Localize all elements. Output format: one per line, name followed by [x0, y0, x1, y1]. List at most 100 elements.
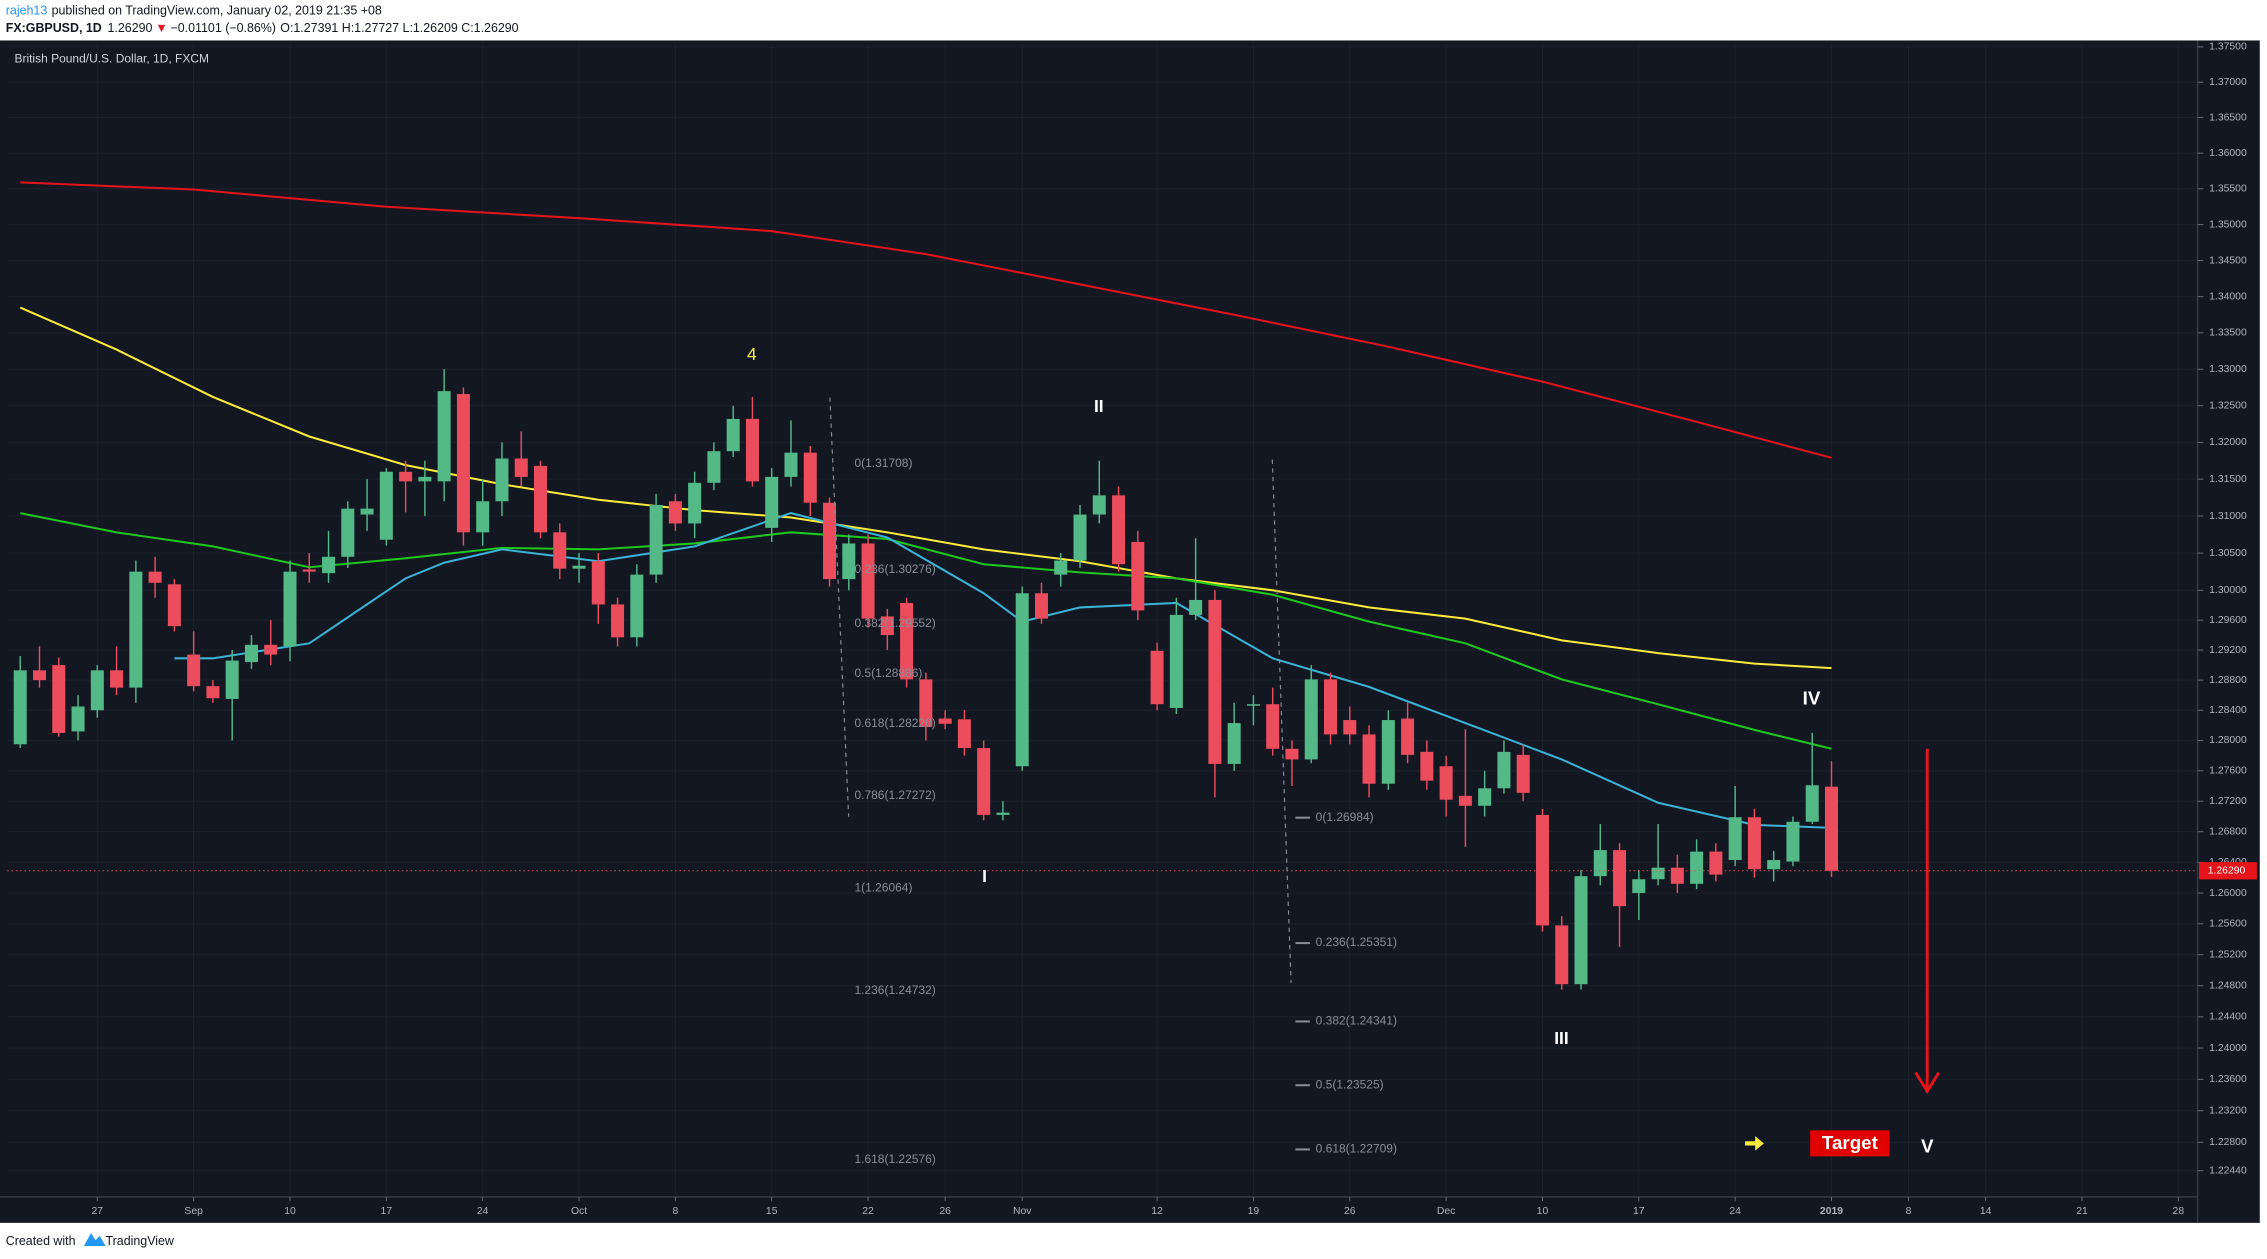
candle-body — [1285, 748, 1299, 760]
candle-body — [1574, 876, 1588, 985]
change-arrow: ▼ — [155, 21, 167, 35]
candle-body — [1439, 766, 1453, 800]
candle-body — [1208, 599, 1222, 764]
y-tick-label: 1.37000 — [2209, 77, 2247, 88]
candle-body — [1189, 599, 1203, 615]
candle-body — [649, 504, 663, 575]
candle-body — [861, 543, 875, 619]
candle-body — [1593, 850, 1607, 877]
y-tick-label: 1.30500 — [2209, 548, 2247, 559]
y-tick-label: 1.23600 — [2209, 1074, 2247, 1085]
last-price-tag — [2199, 862, 2257, 880]
candle-body — [514, 458, 528, 477]
fib-trend-line — [829, 397, 850, 817]
x-tick-label: 15 — [766, 1206, 778, 1217]
candle-body — [1497, 751, 1511, 789]
candle-body — [803, 452, 817, 503]
candle-body — [341, 508, 355, 557]
down-arrow-head — [1914, 1071, 1941, 1095]
fibonacci: 0(1.31708) 0.236(1.30276) 0.382(1.29552) 0.… — [854, 456, 1397, 1166]
candle-body — [996, 812, 1010, 815]
candle-body — [1324, 679, 1338, 735]
candle-body — [187, 654, 201, 687]
x-tick-label: 17 — [381, 1206, 393, 1217]
candle-body — [360, 508, 374, 515]
candle-body — [957, 719, 971, 749]
candle-body — [244, 644, 258, 663]
candle-body — [900, 602, 914, 680]
y-tick-label: 1.34500 — [2209, 255, 2247, 266]
y-tick-label: 1.22800 — [2209, 1137, 2247, 1148]
header-line-2: FX:GBPUSD, 1D 1.26290 ▼ −0.01101 (−0.86%) O:… — [6, 21, 519, 35]
x-tick-label: 26 — [939, 1206, 951, 1217]
candle-body — [129, 571, 143, 688]
x-tick-label: Sep — [184, 1206, 203, 1217]
y-tick-label: 1.37500 — [2209, 42, 2247, 53]
candle-body — [765, 476, 779, 528]
candle-body — [1304, 679, 1318, 760]
y-tick-label: 1.28000 — [2209, 735, 2247, 746]
candle-body — [13, 670, 27, 745]
candle-body — [495, 458, 509, 502]
x-tick-label: 14 — [1980, 1206, 1992, 1217]
ohlc: O:1.27391 H:1.27727 L:1.26209 C:1.26290 — [280, 21, 518, 35]
y-tick-label: 1.31000 — [2209, 511, 2247, 522]
symbol: FX:GBPUSD, 1D — [6, 21, 102, 35]
candle-body — [1728, 817, 1742, 861]
candle-body — [1458, 795, 1472, 806]
fib-label: 0.382(1.29552) — [854, 616, 935, 630]
y-tick-label: 1.26000 — [2209, 888, 2247, 899]
candle-body — [1092, 495, 1106, 515]
candle-body — [225, 660, 239, 699]
candle-body — [1632, 879, 1646, 894]
x-tick-label: 8 — [672, 1206, 678, 1217]
chart-background — [0, 40, 2260, 1223]
x-tick-label: 28 — [2173, 1206, 2185, 1217]
moving-average — [19, 306, 1832, 670]
y-tick-label: 1.29200 — [2209, 645, 2247, 656]
logo — [83, 1232, 106, 1246]
x-tick-label: 10 — [284, 1206, 296, 1217]
last: 1.26290 — [108, 21, 153, 35]
candle-body — [1420, 751, 1434, 781]
candle-body — [1227, 723, 1241, 764]
candle-body — [1343, 720, 1357, 735]
candle-body — [1169, 614, 1183, 708]
candle-body — [1613, 850, 1627, 907]
last-price-label: 1.26290 — [2208, 866, 2246, 877]
candle-body — [842, 543, 856, 580]
candle-body — [283, 571, 297, 647]
y-tick-label: 1.28400 — [2209, 705, 2247, 716]
y-tick-label: 1.34000 — [2209, 291, 2247, 302]
y-tick-label: 1.32500 — [2209, 400, 2247, 411]
candle-body — [630, 574, 644, 638]
y-tick-label: 1.27200 — [2209, 796, 2247, 807]
candle-body — [1054, 560, 1068, 575]
x-tick-label: 19 — [1248, 1206, 1260, 1217]
candle-body — [1401, 718, 1415, 755]
candle-body — [1535, 814, 1549, 926]
header-line-1: rajeh13 published on TradingView.com, Jan… — [6, 4, 382, 18]
y-tick-label: 1.24800 — [2209, 980, 2247, 991]
x-tick-label: 24 — [477, 1206, 489, 1217]
x-tick-label: 27 — [92, 1206, 104, 1217]
y-tick-label: 1.36500 — [2209, 112, 2247, 123]
change: −0.01101 (−0.86%) — [171, 21, 276, 35]
candle-body — [1690, 851, 1704, 884]
candle-body — [1073, 514, 1087, 561]
x-tick-label: 26 — [1344, 1206, 1356, 1217]
y-tick-label: 1.36000 — [2209, 148, 2247, 159]
footer-text: Created with — [6, 1234, 76, 1248]
candle-body — [553, 532, 567, 569]
candle-body — [688, 482, 702, 524]
fib-label: 0.618(1.22709) — [1316, 1142, 1397, 1156]
wave-label: I — [982, 866, 987, 886]
candle-body — [707, 451, 721, 483]
target-arrow — [1745, 1136, 1764, 1151]
wave-label: III — [1554, 1028, 1568, 1048]
fib-label: 1.618(1.22576) — [854, 1152, 935, 1166]
candle-body — [591, 561, 605, 605]
candle-body — [456, 394, 470, 533]
candle-body — [977, 748, 991, 815]
